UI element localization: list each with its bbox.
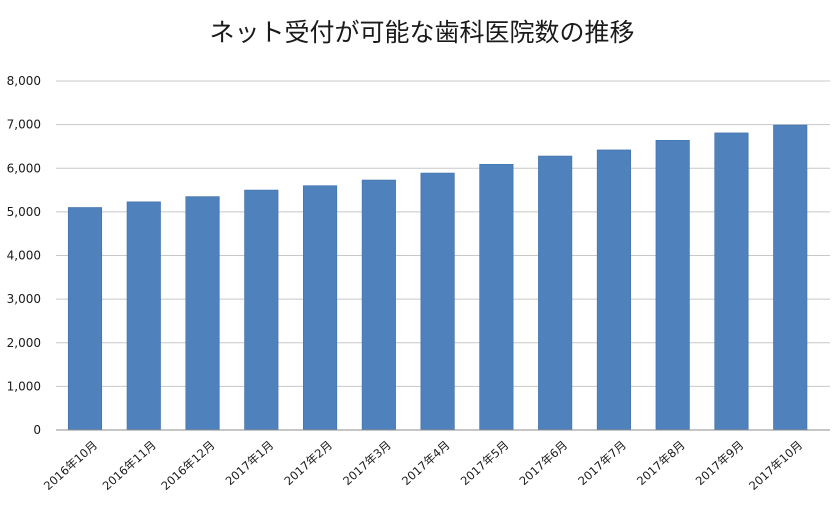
- bar: [361, 179, 396, 431]
- x-tick-label: 2017年8月: [634, 438, 688, 488]
- x-axis-ticks: 2016年10月 2016年11月 2016年12月 2017年1月 2017年2月 20…: [41, 438, 805, 493]
- x-tick-label: 2017年1月: [223, 438, 277, 488]
- bar: [596, 149, 631, 431]
- bar: [538, 155, 573, 431]
- y-tick-label: 2,000: [7, 336, 41, 350]
- x-tick-label: 2017年3月: [340, 438, 394, 488]
- x-tick-label: 2017年9月: [693, 438, 747, 488]
- x-tick-label: 2016年12月: [158, 438, 217, 493]
- y-tick-label: 6,000: [7, 161, 41, 175]
- y-tick-label: 4,000: [7, 249, 41, 263]
- bar: [303, 185, 338, 431]
- x-tick-label: 2017年5月: [458, 438, 512, 488]
- bar: [655, 140, 690, 431]
- y-axis-ticks: 0 1,000 2,000 3,000 4,000 5,000 6,000 7,000 8,00…: [7, 74, 41, 437]
- bar: [185, 196, 220, 431]
- bars: [67, 124, 808, 431]
- x-tick-label: 2017年6月: [517, 438, 571, 488]
- chart-title: ネット受付が可能な歯科医院数の推移: [209, 18, 634, 47]
- bar: [420, 172, 455, 431]
- bar: [126, 201, 161, 431]
- x-tick-label: 2017年2月: [281, 438, 335, 488]
- y-tick-label: 1,000: [7, 379, 41, 393]
- bar: [714, 132, 749, 431]
- bar: [244, 189, 279, 431]
- bar: [479, 164, 514, 431]
- y-tick-label: 8,000: [7, 74, 41, 88]
- y-tick-label: 3,000: [7, 292, 41, 306]
- x-tick-label: 2017年10月: [746, 438, 805, 493]
- x-tick-label: 2016年10月: [41, 438, 100, 493]
- y-tick-label: 5,000: [7, 205, 41, 219]
- bar: [773, 124, 808, 431]
- y-tick-label: 0: [33, 423, 41, 437]
- x-tick-label: 2017年7月: [575, 438, 629, 488]
- bar: [67, 207, 103, 431]
- x-tick-label: 2017年4月: [399, 438, 453, 488]
- x-tick-label: 2016年11月: [100, 438, 159, 493]
- y-tick-label: 7,000: [7, 118, 41, 132]
